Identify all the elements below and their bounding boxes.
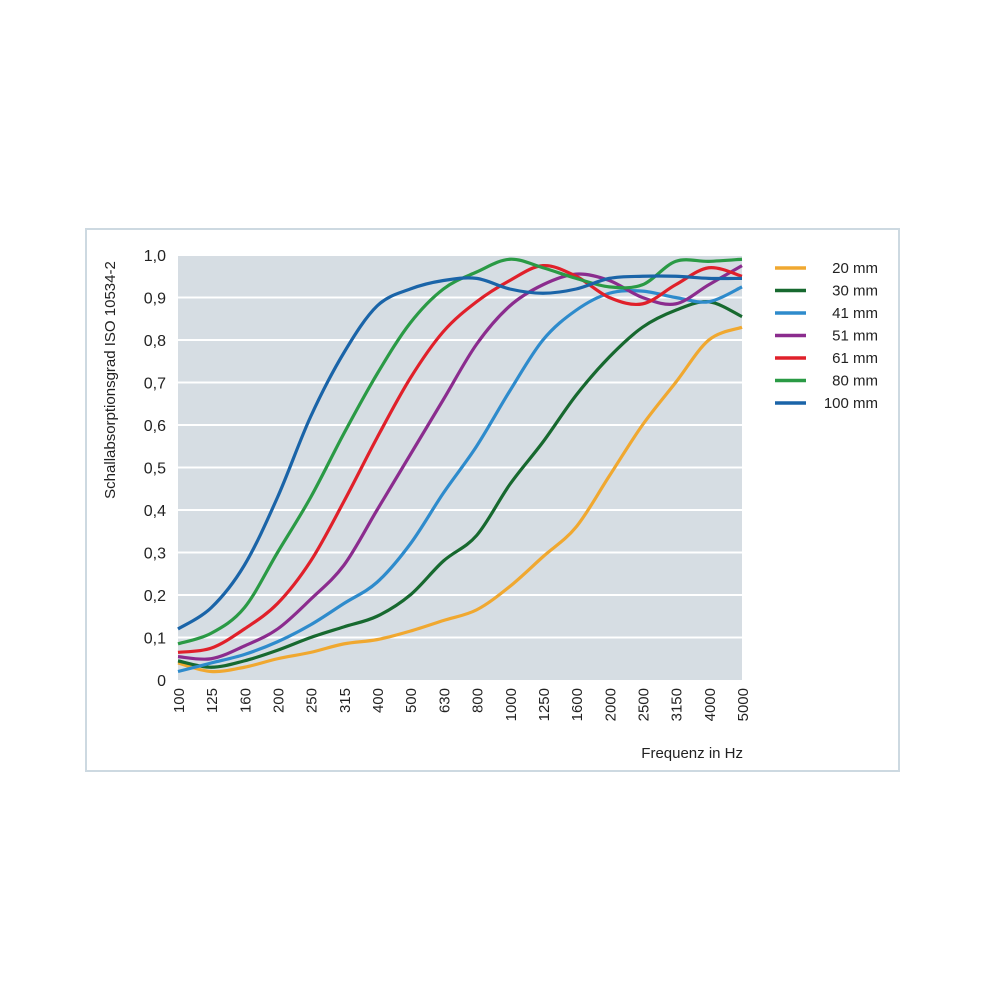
y-tick-label: 0,9 — [144, 291, 166, 308]
x-tick-label: 1000 — [503, 688, 520, 721]
x-tick-label: 200 — [271, 688, 288, 713]
y-tick-label: 0,2 — [144, 588, 166, 605]
x-tick-label: 2000 — [602, 688, 619, 721]
x-tick-label: 315 — [337, 688, 354, 713]
x-tick-label: 800 — [470, 688, 487, 713]
x-tick-label: 500 — [403, 688, 420, 713]
x-tick-label: 1600 — [569, 688, 586, 721]
x-tick-label: 2500 — [635, 688, 652, 721]
x-tick-label: 100 — [171, 688, 188, 713]
y-tick-label: 0,5 — [144, 461, 166, 478]
x-tick-label: 4000 — [702, 688, 719, 721]
y-tick-label: 0,7 — [144, 376, 166, 393]
x-tick-label: 160 — [237, 688, 254, 713]
series-line-30mm — [177, 300, 743, 669]
x-axis-label: Frequenz in Hz — [641, 745, 743, 762]
series-line-61mm — [177, 264, 743, 654]
x-tick-label: 400 — [370, 688, 387, 713]
legend-label: 30 mm — [832, 283, 878, 300]
y-tick-label: 0 — [157, 673, 166, 690]
x-tick-label: 5000 — [735, 688, 752, 721]
legend-label: 80 mm — [832, 373, 878, 390]
legend-label: 100 mm — [824, 395, 878, 412]
legend-label: 41 mm — [832, 305, 878, 322]
y-tick-label: 0,4 — [144, 503, 166, 520]
x-tick-label: 250 — [304, 688, 321, 713]
legend-label: 61 mm — [832, 350, 878, 367]
y-tick-label: 0,6 — [144, 418, 166, 435]
series-line-51mm — [177, 264, 743, 661]
legend-label: 20 mm — [832, 260, 878, 277]
series-line-100mm — [177, 274, 743, 631]
legend-label: 51 mm — [832, 328, 878, 345]
series-line-80mm — [177, 257, 743, 646]
y-axis-label: Schallabsorptionsgrad ISO 10534-2 — [102, 261, 119, 499]
y-tick-label: 0,3 — [144, 546, 166, 563]
x-tick-label: 125 — [204, 688, 221, 713]
y-tick-label: 0,1 — [144, 631, 166, 648]
x-tick-label: 1250 — [536, 688, 553, 721]
series-line-20mm — [177, 325, 743, 674]
y-tick-label: 0,8 — [144, 333, 166, 350]
series-line-41mm — [177, 285, 743, 674]
y-tick-label: 1,0 — [144, 248, 166, 265]
x-tick-label: 3150 — [669, 688, 686, 721]
chart-frame — [85, 228, 900, 772]
x-tick-label: 630 — [436, 688, 453, 713]
